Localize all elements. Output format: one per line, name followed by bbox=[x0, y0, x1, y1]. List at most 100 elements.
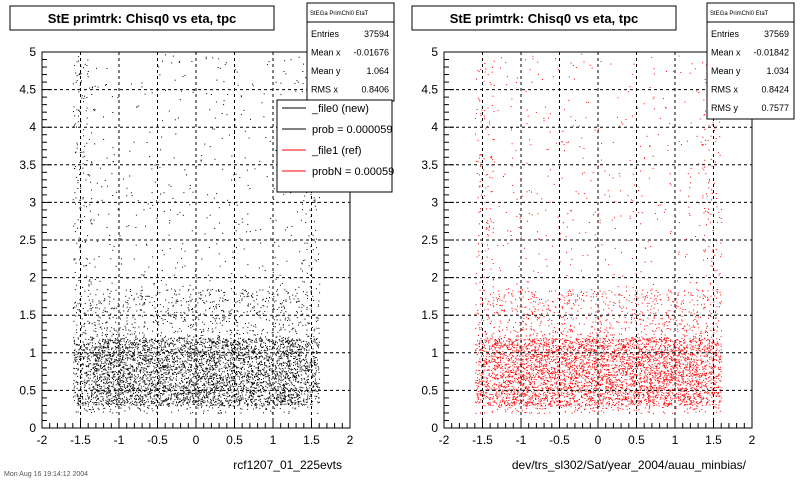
scatter-point bbox=[148, 401, 149, 403]
scatter-point bbox=[108, 213, 110, 215]
scatter-point bbox=[263, 412, 264, 414]
scatter-point bbox=[252, 85, 254, 87]
scatter-point bbox=[233, 339, 235, 341]
scatter-point bbox=[257, 363, 259, 365]
scatter-point bbox=[98, 380, 99, 381]
scatter-point bbox=[302, 260, 304, 262]
scatter-point bbox=[93, 109, 95, 111]
scatter-point bbox=[95, 346, 97, 348]
scatter-point bbox=[188, 381, 190, 383]
scatter-point bbox=[192, 344, 194, 346]
scatter-point bbox=[298, 347, 300, 349]
scatter-point bbox=[317, 305, 319, 307]
scatter-point bbox=[284, 383, 286, 385]
scatter-point bbox=[205, 371, 207, 373]
scatter-point bbox=[140, 298, 142, 300]
scatter-point bbox=[81, 220, 83, 221]
scatter-point bbox=[114, 371, 116, 372]
scatter-point bbox=[173, 393, 175, 395]
scatter-point bbox=[258, 366, 260, 368]
scatter-point bbox=[269, 365, 271, 367]
scatter-point bbox=[251, 374, 253, 376]
scatter-point bbox=[162, 249, 164, 251]
scatter-point bbox=[123, 304, 124, 306]
scatter-point bbox=[185, 345, 186, 347]
scatter-point bbox=[93, 363, 95, 365]
scatter-point bbox=[84, 95, 86, 97]
scatter-point bbox=[166, 398, 168, 400]
scatter-point bbox=[264, 270, 266, 271]
scatter-point bbox=[293, 390, 295, 392]
scatter-point bbox=[141, 286, 143, 288]
scatter-point bbox=[107, 382, 109, 384]
scatter-point bbox=[197, 379, 199, 381]
scatter-point bbox=[110, 369, 112, 371]
scatter-point bbox=[287, 375, 289, 377]
scatter-point bbox=[192, 400, 194, 402]
scatter-point bbox=[126, 400, 128, 401]
scatter-point bbox=[173, 365, 175, 367]
scatter-point bbox=[216, 322, 218, 324]
scatter-point bbox=[132, 370, 134, 372]
scatter-point bbox=[289, 341, 290, 343]
scatter-point bbox=[95, 379, 97, 381]
scatter-point bbox=[260, 372, 262, 374]
scatter-point bbox=[123, 351, 125, 353]
scatter-point bbox=[298, 349, 300, 350]
scatter-point bbox=[290, 350, 292, 352]
scatter-point bbox=[200, 334, 202, 336]
scatter-point bbox=[96, 369, 98, 371]
scatter-point bbox=[176, 299, 178, 301]
scatter-point bbox=[104, 346, 106, 348]
scatter-point bbox=[112, 402, 114, 404]
scatter-point bbox=[150, 358, 152, 360]
scatter-point bbox=[183, 391, 185, 393]
scatter-point bbox=[287, 402, 289, 404]
scatter-point bbox=[115, 399, 117, 401]
scatter-point bbox=[129, 350, 131, 352]
scatter-point bbox=[158, 380, 159, 381]
scatter-point bbox=[111, 349, 113, 350]
scatter-point bbox=[265, 336, 266, 338]
scatter-point bbox=[164, 399, 166, 401]
scatter-point bbox=[188, 376, 190, 378]
scatter-point bbox=[131, 404, 133, 406]
scatter-point bbox=[247, 213, 249, 215]
scatter-point bbox=[284, 346, 285, 348]
scatter-point bbox=[129, 396, 131, 398]
scatter-point bbox=[138, 387, 140, 389]
scatter-point bbox=[225, 345, 227, 347]
scatter-point bbox=[176, 368, 178, 370]
scatter-point bbox=[127, 359, 128, 361]
scatter-point bbox=[288, 411, 290, 413]
scatter-point bbox=[236, 348, 238, 350]
scatter-point bbox=[149, 375, 151, 377]
scatter-point bbox=[123, 334, 125, 336]
scatter-point bbox=[234, 380, 236, 382]
scatter-point bbox=[187, 343, 189, 345]
scatter-point bbox=[208, 368, 210, 370]
scatter-point bbox=[76, 284, 78, 286]
scatter-point bbox=[254, 404, 256, 406]
scatter-point bbox=[138, 399, 139, 401]
scatter-point bbox=[228, 376, 230, 378]
scatter-point bbox=[162, 362, 164, 364]
scatter-point bbox=[286, 372, 288, 374]
scatter-point bbox=[262, 375, 264, 377]
scatter-point bbox=[264, 311, 266, 312]
scatter-point bbox=[299, 355, 301, 357]
scatter-point bbox=[243, 340, 245, 342]
scatter-point bbox=[290, 388, 292, 389]
scatter-point bbox=[215, 317, 217, 319]
scatter-point bbox=[202, 389, 204, 390]
scatter-point bbox=[303, 364, 305, 366]
scatter-point bbox=[215, 386, 217, 388]
scatter-point bbox=[237, 352, 239, 354]
scatter-point bbox=[239, 316, 241, 318]
scatter-point bbox=[263, 378, 265, 380]
scatter-point bbox=[130, 192, 132, 194]
scatter-point bbox=[113, 342, 115, 344]
scatter-point bbox=[167, 343, 169, 345]
scatter-point bbox=[220, 289, 222, 291]
scatter-point bbox=[84, 240, 86, 242]
